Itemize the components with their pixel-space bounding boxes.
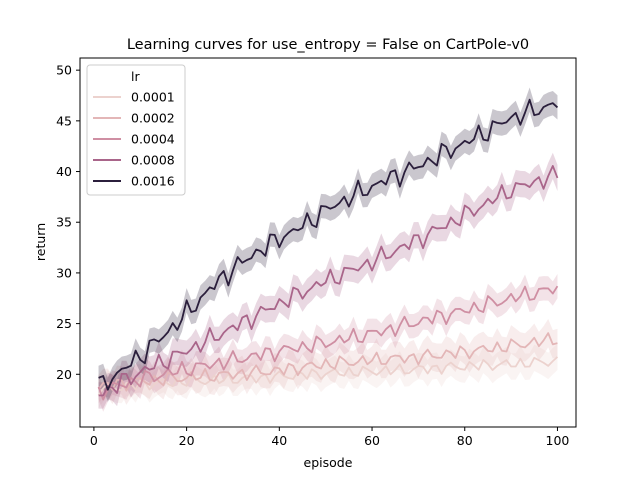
x-tick-label: 60 bbox=[364, 433, 380, 448]
legend-label: 0.0001 bbox=[131, 90, 175, 105]
x-tick-label: 0 bbox=[90, 433, 98, 448]
chart-title: Learning curves for use_entropy = False … bbox=[127, 37, 529, 53]
series-line-0.0008 bbox=[98, 165, 559, 397]
series-lines bbox=[97, 98, 559, 401]
confidence-band-0.0004 bbox=[98, 274, 558, 412]
series-line-0.0016 bbox=[98, 98, 559, 391]
legend-items: 0.0001 0.0002 0.0004 0.0008 0.0016 bbox=[93, 90, 175, 189]
legend-label: 0.0016 bbox=[131, 174, 175, 189]
y-tick-label: 30 bbox=[56, 265, 72, 280]
series-line-0.0004 bbox=[97, 285, 559, 401]
plot-frame bbox=[79, 57, 577, 428]
x-tick-label: 100 bbox=[546, 433, 570, 448]
y-axis-label: return bbox=[33, 223, 48, 261]
y-tick-label: 25 bbox=[56, 316, 72, 331]
y-axis-ticks: 20 25 30 35 40 45 50 bbox=[56, 63, 80, 382]
confidence-band-0.0008 bbox=[98, 152, 558, 409]
legend: lr 0.0001 0.0002 0.0004 0.0008 0.0016 bbox=[86, 64, 186, 196]
y-tick-label: 50 bbox=[56, 63, 72, 78]
legend-label: 0.0004 bbox=[131, 132, 175, 147]
y-tick-label: 45 bbox=[56, 113, 72, 128]
x-axis-ticks: 0 20 40 60 80 100 bbox=[90, 427, 570, 448]
y-tick-label: 20 bbox=[56, 367, 72, 382]
series-line-0.0002 bbox=[97, 332, 558, 392]
y-tick-label: 35 bbox=[56, 215, 72, 230]
legend-label: 0.0002 bbox=[131, 111, 175, 126]
confidence-band-0.0001 bbox=[98, 343, 558, 409]
series-line-0.0001 bbox=[97, 356, 559, 396]
y-tick-label: 40 bbox=[56, 164, 72, 179]
legend-title: lr bbox=[131, 69, 140, 84]
x-axis-label: episode bbox=[304, 455, 353, 470]
x-tick-label: 80 bbox=[457, 433, 473, 448]
x-tick-label: 20 bbox=[179, 433, 195, 448]
x-tick-label: 40 bbox=[271, 433, 287, 448]
legend-label: 0.0008 bbox=[131, 153, 175, 168]
